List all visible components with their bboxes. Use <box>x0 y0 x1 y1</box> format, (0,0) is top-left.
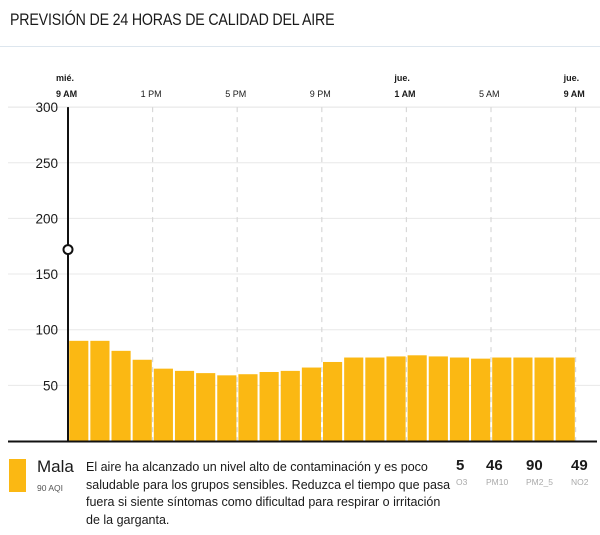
bar <box>132 359 152 441</box>
title-divider <box>0 46 600 47</box>
y-tick-label: 200 <box>35 211 58 226</box>
bar <box>513 357 533 441</box>
y-tick-label: 250 <box>35 156 58 171</box>
bar <box>280 370 300 441</box>
bar <box>344 357 364 441</box>
x-tick-day: jue. <box>393 73 410 83</box>
pollutant-pm2-5: 90 PM2_5 <box>526 457 553 487</box>
aqi-level: Mala <box>37 457 74 476</box>
x-tick-labels: mié. 9 AM 1 PM 5 PM 9 PM jue. 1 AM 5 AM jue. 9 AM <box>56 73 585 99</box>
bar <box>259 371 279 441</box>
bar <box>449 357 470 441</box>
pollutant-value: 5 <box>456 457 465 474</box>
y-tick-label: 50 <box>43 378 58 393</box>
x-tick-day: jue. <box>563 73 580 83</box>
bar <box>471 358 491 441</box>
bar <box>492 357 512 441</box>
page-title: PREVISIÓN DE 24 HORAS DE CALIDAD DEL AIR… <box>10 11 335 29</box>
y-tick-label: 100 <box>35 323 58 338</box>
x-tick-time: 5 AM <box>479 89 500 99</box>
pollutant-value: 90 <box>526 457 543 474</box>
x-tick-time: 9 PM <box>310 89 331 99</box>
bar <box>386 356 406 441</box>
bar <box>196 373 216 441</box>
y-tick-labels: 50 100 150 200 250 300 <box>35 100 58 393</box>
bar <box>534 357 554 441</box>
bar <box>365 357 385 441</box>
bar <box>323 361 343 441</box>
x-tick-time: 9 AM <box>564 89 585 99</box>
pollutant-name: NO2 <box>571 477 589 487</box>
pollutant-name: O3 <box>456 477 468 487</box>
bar <box>301 367 321 441</box>
pollutant-name: PM10 <box>486 477 509 487</box>
bar <box>217 375 237 441</box>
x-tick-time: 9 AM <box>56 89 77 99</box>
bar <box>69 340 89 441</box>
x-tick-time: 1 AM <box>394 89 415 99</box>
bar <box>174 370 195 441</box>
pollutant-value: 46 <box>486 457 503 474</box>
bar <box>407 355 427 441</box>
bars <box>69 340 575 441</box>
bar <box>153 368 173 441</box>
bar <box>238 374 258 441</box>
pollutant-name: PM2_5 <box>526 477 553 487</box>
x-tick-day: mié. <box>56 73 74 83</box>
current-value-marker <box>62 244 74 256</box>
bar <box>555 357 575 441</box>
aqi-forecast-chart: 50 100 150 200 250 300 mié. 9 AM 1 PM 5 PM 9 PM ju… <box>8 73 600 443</box>
x-tick-time: 5 PM <box>225 89 246 99</box>
aqi-level-swatch <box>9 459 26 492</box>
pollutant-value: 49 <box>571 457 588 474</box>
y-tick-label: 150 <box>35 267 58 282</box>
bar <box>428 356 448 441</box>
pollutant-pm10: 46 PM10 <box>486 457 508 487</box>
bar <box>111 350 131 441</box>
aqi-description: El aire ha alcanzado un nivel alto de co… <box>86 460 451 527</box>
pollutant-no2: 49 NO2 <box>571 457 588 487</box>
pollutant-o3: 5 O3 <box>456 457 467 487</box>
bar <box>90 340 110 441</box>
aqi-value: 90 AQI <box>37 483 63 493</box>
y-tick-label: 300 <box>35 100 58 115</box>
x-tick-time: 1 PM <box>141 89 162 99</box>
axes <box>8 107 597 443</box>
